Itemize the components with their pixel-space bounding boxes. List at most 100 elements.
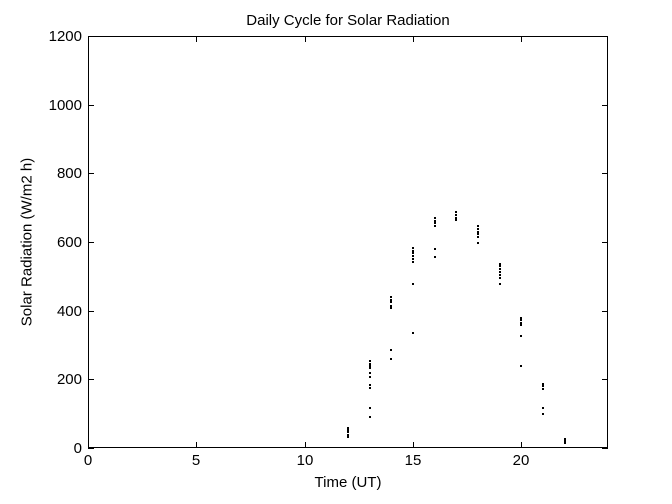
data-point — [520, 324, 522, 326]
y-tick-left — [88, 311, 94, 312]
data-point — [564, 442, 566, 444]
y-tick-left — [88, 448, 94, 449]
y-tick-left — [88, 379, 94, 380]
data-point — [369, 407, 371, 409]
x-tick-bottom — [305, 442, 306, 448]
data-point — [499, 274, 501, 276]
x-axis-label: Time (UT) — [314, 474, 382, 491]
data-point — [477, 225, 479, 227]
data-point — [390, 358, 392, 360]
data-point — [477, 236, 479, 238]
data-point — [542, 413, 544, 415]
data-point — [412, 255, 414, 257]
y-tick-label: 1000 — [48, 97, 82, 114]
y-tick-label: 1200 — [48, 28, 82, 45]
data-point — [369, 365, 371, 367]
x-tick-bottom — [196, 442, 197, 448]
data-point — [347, 434, 349, 436]
y-tick-left — [88, 36, 94, 37]
data-point — [434, 222, 436, 224]
data-point — [412, 261, 414, 263]
data-point — [347, 429, 349, 431]
data-point — [499, 263, 501, 265]
x-tick-top — [88, 36, 89, 42]
x-tick-bottom — [413, 442, 414, 448]
data-point — [542, 383, 544, 385]
x-tick-bottom — [521, 442, 522, 448]
data-point — [434, 256, 436, 258]
data-point — [499, 277, 501, 279]
data-point — [520, 335, 522, 337]
data-point — [477, 242, 479, 244]
data-point — [347, 427, 349, 429]
y-tick-label: 0 — [73, 440, 82, 457]
data-point — [369, 367, 371, 369]
data-point — [412, 332, 414, 334]
y-tick-left — [88, 242, 94, 243]
x-tick-top — [196, 36, 197, 42]
data-point — [390, 299, 392, 301]
data-point — [499, 265, 501, 267]
y-tick-label: 800 — [56, 165, 82, 182]
data-point — [412, 247, 414, 249]
data-point — [520, 317, 522, 319]
data-point — [412, 283, 414, 285]
data-point — [369, 416, 371, 418]
data-point — [520, 319, 522, 321]
data-point — [434, 217, 436, 219]
x-tick-top — [305, 36, 306, 42]
data-point — [369, 376, 371, 378]
x-tick-top — [521, 36, 522, 42]
x-tick-bottom — [88, 442, 89, 448]
data-point — [455, 217, 457, 219]
data-point — [455, 214, 457, 216]
data-point — [347, 436, 349, 438]
data-point — [390, 296, 392, 298]
data-point — [520, 322, 522, 324]
data-point — [542, 407, 544, 409]
data-point — [412, 252, 414, 254]
x-tick-label: 10 — [296, 452, 314, 469]
x-tick-label: 5 — [191, 452, 201, 469]
data-point — [412, 258, 414, 260]
data-point — [434, 220, 436, 222]
data-point — [369, 372, 371, 374]
y-tick-right — [602, 105, 608, 106]
data-point — [455, 211, 457, 213]
data-point — [499, 271, 501, 273]
data-point — [390, 349, 392, 351]
chart-title: Daily Cycle for Solar Radiation — [246, 12, 450, 29]
x-tick-top — [413, 36, 414, 42]
y-tick-right — [602, 379, 608, 380]
data-point — [564, 440, 566, 442]
data-point — [369, 363, 371, 365]
data-point — [455, 219, 457, 221]
data-point — [499, 283, 501, 285]
data-point — [542, 388, 544, 390]
data-point — [369, 387, 371, 389]
plot-area — [88, 36, 608, 448]
data-point — [434, 225, 436, 227]
data-point — [477, 233, 479, 235]
x-tick-label: 0 — [83, 452, 93, 469]
data-point — [520, 365, 522, 367]
data-point — [564, 438, 566, 440]
data-point — [434, 248, 436, 250]
data-point — [390, 307, 392, 309]
data-point — [390, 301, 392, 303]
y-tick-right — [602, 311, 608, 312]
y-tick-right — [602, 173, 608, 174]
y-tick-label: 200 — [56, 371, 82, 388]
data-point — [499, 268, 501, 270]
y-tick-label: 600 — [56, 234, 82, 251]
y-tick-label: 400 — [56, 303, 82, 320]
data-point — [477, 231, 479, 233]
y-tick-right — [602, 36, 608, 37]
data-point — [412, 250, 414, 252]
y-tick-left — [88, 173, 94, 174]
y-tick-left — [88, 105, 94, 106]
x-tick-label: 15 — [404, 452, 422, 469]
data-point — [542, 385, 544, 387]
x-tick-label: 20 — [512, 452, 530, 469]
